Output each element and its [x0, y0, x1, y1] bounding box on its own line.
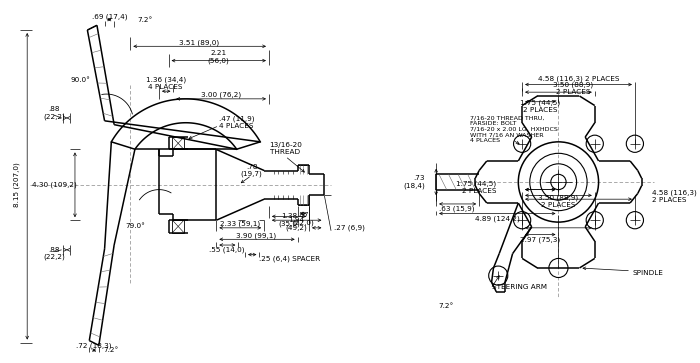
Text: .88
(22,2): .88 (22,2)	[43, 106, 65, 120]
Text: .87
(22,0): .87 (22,0)	[293, 212, 314, 226]
Text: 4.30 (109,2): 4.30 (109,2)	[32, 182, 76, 188]
Text: 7.2°: 7.2°	[438, 303, 454, 309]
Text: .69 (17,4): .69 (17,4)	[92, 13, 127, 20]
Text: .63 (15,9): .63 (15,9)	[440, 205, 475, 212]
Text: 3.51 (89,0): 3.51 (89,0)	[179, 39, 219, 46]
Text: 4.58 (116,3)
2 PLACES: 4.58 (116,3) 2 PLACES	[652, 189, 696, 203]
Text: STEERING ARM: STEERING ARM	[491, 284, 547, 290]
Text: 2.21
(56,0): 2.21 (56,0)	[207, 50, 229, 64]
Text: 3.90 (99,1): 3.90 (99,1)	[237, 232, 276, 239]
Text: 90.0°: 90.0°	[71, 77, 90, 83]
Text: 2.97 (75,3): 2.97 (75,3)	[520, 236, 561, 242]
Text: 1.38
(35,0): 1.38 (35,0)	[278, 213, 300, 227]
Text: .88
(22,2): .88 (22,2)	[43, 247, 65, 260]
Text: 8.15 (207,0): 8.15 (207,0)	[13, 163, 20, 207]
Text: .47 (11,9)
4 PLACES: .47 (11,9) 4 PLACES	[219, 116, 255, 130]
Text: 3.50 (88,9)
2 PLACES: 3.50 (88,9) 2 PLACES	[553, 82, 593, 95]
Text: 3.00 (76,2): 3.00 (76,2)	[201, 92, 241, 98]
Text: .27 (6,9): .27 (6,9)	[334, 225, 365, 231]
Text: .25 (6,4) SPACER: .25 (6,4) SPACER	[260, 255, 321, 262]
Text: .55 (14,0): .55 (14,0)	[209, 246, 244, 253]
Text: 1.75 (44,5)
2 PLACES: 1.75 (44,5) 2 PLACES	[520, 100, 561, 113]
Text: 7.2°: 7.2°	[137, 17, 153, 24]
Text: 13/16-20
THREAD: 13/16-20 THREAD	[269, 142, 302, 155]
Text: 1.75 (44,5)
2 PLACES: 1.75 (44,5) 2 PLACES	[456, 180, 496, 193]
Text: 2.33 (59,1): 2.33 (59,1)	[220, 221, 260, 227]
Text: .78
(19,7): .78 (19,7)	[241, 164, 262, 177]
Text: 79.0°: 79.0°	[125, 223, 145, 229]
Text: 3.50 (88,9)
2 PLACES: 3.50 (88,9) 2 PLACES	[538, 194, 578, 208]
Text: 4.89 (124,2): 4.89 (124,2)	[475, 215, 519, 221]
Text: .73
(18,4): .73 (18,4)	[403, 175, 425, 189]
Text: .72 (18,3): .72 (18,3)	[76, 342, 112, 348]
Text: 1.36 (34,4)
4 PLACES: 1.36 (34,4) 4 PLACES	[146, 77, 186, 90]
Text: 7/16-20 THREAD THRU,
FARSIDE: BOLT
7/16-20 x 2.00 LG, HXHDCS
WITH 7/16 AN WASHER: 7/16-20 THREAD THRU, FARSIDE: BOLT 7/16-…	[470, 115, 557, 143]
Text: 1.94
(49,2): 1.94 (49,2)	[286, 217, 307, 231]
Text: 4.58 (116,3) 2 PLACES: 4.58 (116,3) 2 PLACES	[538, 76, 620, 82]
Text: 7.2°: 7.2°	[104, 347, 119, 353]
Text: SPINDLE: SPINDLE	[632, 270, 663, 276]
